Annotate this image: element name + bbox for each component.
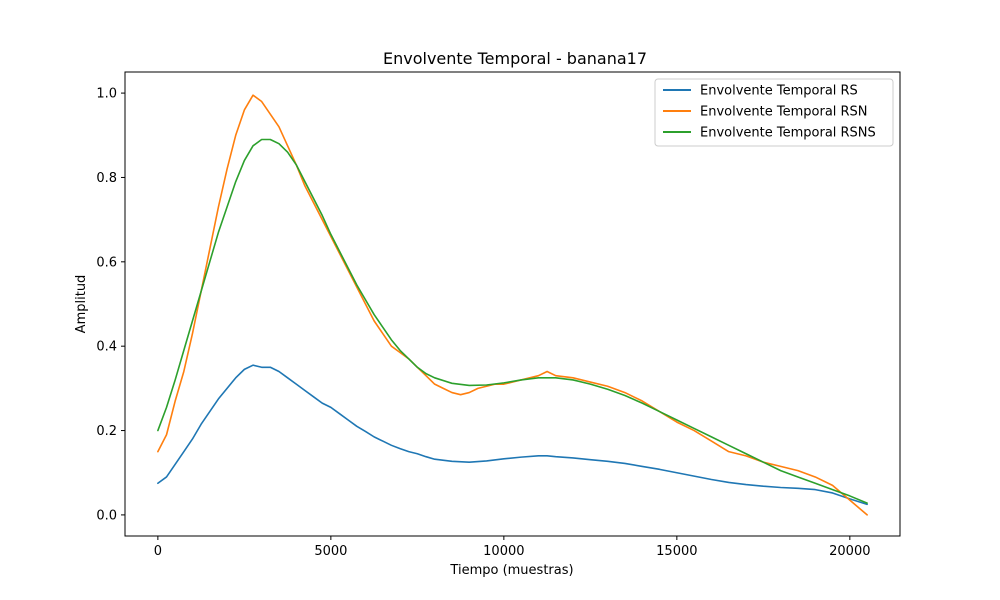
- chart-title: Envolvente Temporal - banana17: [383, 49, 647, 68]
- x-tick-label: 0: [154, 544, 162, 559]
- x-tick-label: 20000: [829, 544, 870, 559]
- y-tick-label: 0.4: [96, 340, 117, 355]
- x-tick-label: 10000: [483, 544, 524, 559]
- series-line-2: [157, 94, 868, 516]
- y-axis: 0.0 0.2 0.4 0.6 0.8 1.0: [96, 87, 125, 523]
- y-axis-label: Amplitud: [74, 275, 89, 334]
- legend-box: [654, 78, 894, 147]
- y-tick-label: 0.0: [96, 508, 117, 523]
- legend: Envolvente Temporal RS Envolvente Tempora…: [654, 78, 894, 147]
- legend-label-2: Envolvente Temporal RSN: [700, 105, 868, 120]
- series-line-1: [157, 364, 868, 506]
- axes-frame: [124, 71, 901, 537]
- legend-label-1: Envolvente Temporal RS: [700, 84, 858, 99]
- plot-area: [124, 71, 901, 537]
- y-tick-label: 0.2: [96, 424, 117, 439]
- x-tick-label: 5000: [314, 544, 347, 559]
- x-axis-label: Tiempo (muestras): [449, 563, 573, 578]
- y-tick-label: 0.6: [96, 255, 117, 270]
- legend-items: Envolvente Temporal RS Envolvente Tempora…: [663, 84, 876, 141]
- x-axis: 0 5000 10000 15000 20000: [154, 536, 871, 559]
- x-tick-label: 15000: [656, 544, 697, 559]
- series-line-3: [157, 138, 868, 504]
- legend-label-3: Envolvente Temporal RSNS: [700, 126, 876, 141]
- y-tick-label: 1.0: [96, 87, 117, 102]
- series-group: [157, 94, 868, 516]
- y-tick-label: 0.8: [96, 171, 117, 186]
